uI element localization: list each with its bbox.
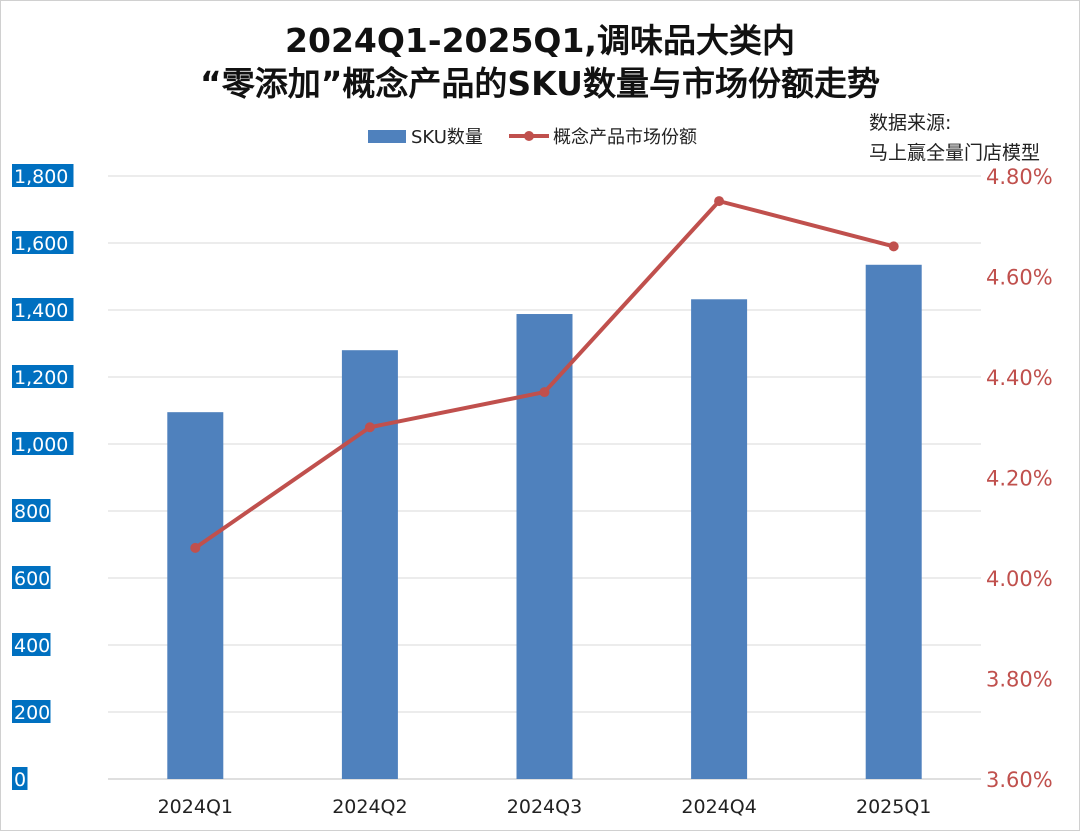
x-tick-label: 2024Q4 — [681, 796, 756, 818]
right-axis-ticks: 3.60% 3.80% 4.00% 4.20% 4.40% 4.60% 4.80% — [986, 165, 1053, 792]
left-tick-label: 600 — [14, 568, 50, 590]
bar-series — [167, 264, 922, 779]
right-tick-label: 3.60% — [986, 768, 1053, 792]
right-tick-label: 4.20% — [986, 467, 1053, 491]
left-tick-label: 1,200 — [14, 367, 68, 389]
bar-2024Q4 — [691, 299, 748, 779]
left-tick-bg-7 — [12, 298, 74, 321]
left-tick-label: 200 — [14, 702, 50, 724]
legend-swatch-sku — [368, 130, 406, 143]
left-tick-label: 0 — [14, 769, 26, 791]
bar-2024Q3 — [516, 314, 573, 779]
left-tick-label: 400 — [14, 635, 50, 657]
share-point-2024Q1 — [190, 542, 201, 553]
left-tick-bg-3 — [12, 566, 51, 589]
right-tick-label: 4.40% — [986, 366, 1053, 390]
left-tick-bg-5 — [12, 432, 74, 455]
left-tick-label: 1,000 — [14, 434, 68, 456]
bar-2025Q1 — [865, 264, 922, 779]
bar-2024Q1 — [167, 412, 224, 779]
x-tick-label: 2024Q2 — [332, 796, 407, 818]
share-point-2024Q3 — [539, 387, 550, 398]
left-tick-bg-9 — [12, 164, 74, 187]
right-tick-label: 4.80% — [986, 165, 1053, 189]
legend-label-share: 概念产品市场份额 — [553, 126, 697, 148]
left-tick-bg-0 — [12, 767, 28, 790]
legend: SKU数量 概念产品市场份额 — [368, 126, 697, 148]
right-tick-label: 3.80% — [986, 668, 1053, 692]
left-tick-label: 1,400 — [14, 300, 68, 322]
chart-subtitle: “零添加”概念产品的SKU数量与市场份额走势 — [200, 64, 880, 103]
bar-2024Q2 — [341, 350, 398, 779]
left-tick-bg-6 — [12, 365, 74, 388]
left-tick-label: 1,600 — [14, 233, 68, 255]
legend-swatch-share-marker — [524, 131, 534, 141]
source-name: 马上赢全量门店模型 — [869, 142, 1040, 164]
line-series — [190, 196, 899, 553]
left-tick-bg-4 — [12, 499, 51, 522]
share-point-2025Q1 — [888, 241, 899, 252]
left-tick-label: 1,800 — [14, 166, 68, 188]
x-tick-label: 2025Q1 — [856, 796, 931, 818]
share-point-2024Q4 — [714, 196, 725, 207]
right-tick-label: 4.60% — [986, 266, 1053, 290]
left-tick-bg-8 — [12, 231, 74, 254]
left-axis-ticks: 0 200 400 600 800 1,000 1,200 1,400 1,600 1,800 — [12, 164, 74, 791]
x-tick-label: 2024Q3 — [507, 796, 582, 818]
x-tick-label: 2024Q1 — [158, 796, 233, 818]
chart-title: 2024Q1-2025Q1,调味品大类内 — [285, 21, 795, 60]
legend-label-sku: SKU数量 — [411, 127, 483, 148]
share-point-2024Q2 — [364, 422, 375, 433]
left-tick-bg-2 — [12, 633, 51, 656]
left-tick-label: 800 — [14, 501, 50, 523]
right-tick-label: 4.00% — [986, 567, 1053, 591]
left-tick-bg-1 — [12, 700, 51, 723]
source-label: 数据来源: — [869, 112, 951, 134]
x-axis-ticks: 2024Q1 2024Q2 2024Q3 2024Q4 2025Q1 — [158, 796, 932, 818]
